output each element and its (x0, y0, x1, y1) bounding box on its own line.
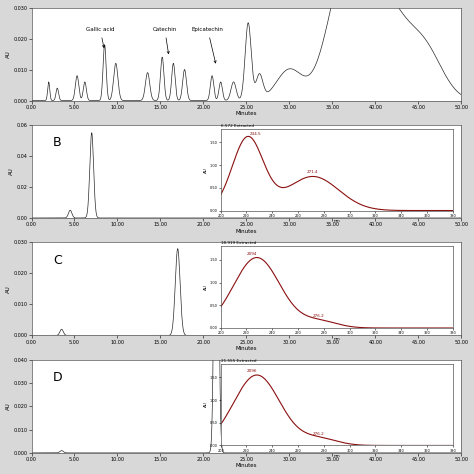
X-axis label: Minutes: Minutes (236, 228, 257, 234)
Text: D: D (53, 371, 63, 384)
Y-axis label: AU: AU (6, 50, 10, 58)
X-axis label: Minutes: Minutes (236, 111, 257, 116)
Text: Catechin: Catechin (153, 27, 177, 54)
Y-axis label: AU: AU (6, 285, 10, 293)
Text: Gallic acid: Gallic acid (86, 27, 115, 47)
Text: B: B (53, 136, 62, 149)
Text: Epicatechin: Epicatechin (192, 27, 224, 63)
Text: C: C (53, 254, 62, 267)
X-axis label: Minutes: Minutes (236, 346, 257, 351)
Y-axis label: AU: AU (6, 402, 10, 410)
Y-axis label: AU: AU (9, 168, 14, 175)
X-axis label: Minutes: Minutes (236, 464, 257, 468)
